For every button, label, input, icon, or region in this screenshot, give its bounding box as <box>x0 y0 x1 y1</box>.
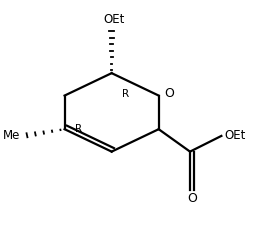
Text: R: R <box>75 124 82 134</box>
Text: Me: Me <box>3 129 20 142</box>
Text: O: O <box>188 192 197 205</box>
Text: OEt: OEt <box>104 13 125 26</box>
Text: OEt: OEt <box>224 129 245 142</box>
Text: R: R <box>122 89 129 99</box>
Text: O: O <box>164 87 174 100</box>
